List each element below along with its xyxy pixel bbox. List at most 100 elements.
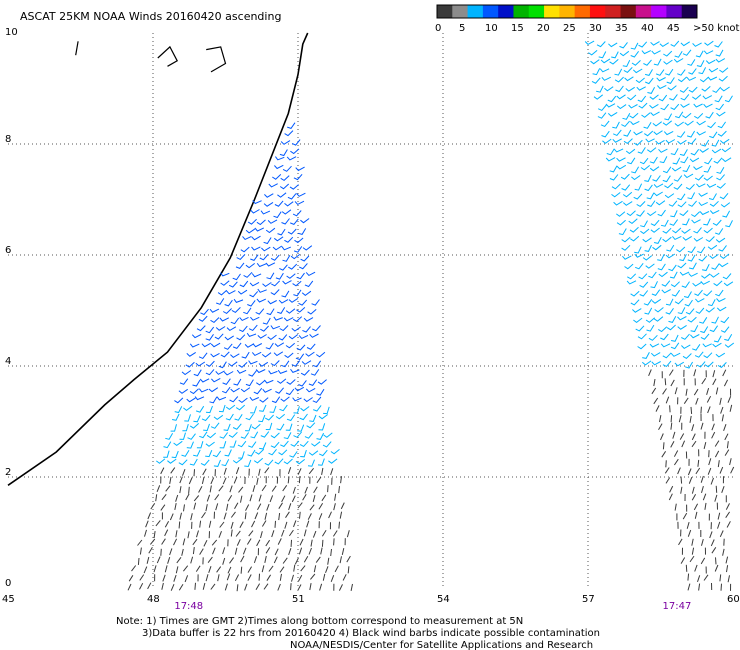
wind-barb: [648, 334, 658, 341]
wind-barb: [254, 227, 265, 232]
wind-barb: [635, 262, 644, 270]
wind-barb: [687, 138, 697, 145]
wind-barb: [707, 467, 712, 475]
wind-barb: [189, 388, 199, 395]
wind-barb: [698, 201, 708, 207]
y-tick-label: 2: [5, 467, 11, 478]
wind-barb: [664, 182, 674, 189]
wind-barb: [305, 387, 316, 393]
wind-barb: [644, 244, 652, 252]
wind-barb: [182, 423, 189, 432]
wind-barb: [304, 280, 314, 288]
wind-barb: [181, 370, 192, 376]
wind-barb: [305, 351, 315, 357]
wind-barb: [593, 94, 604, 100]
wind-barb: [649, 343, 660, 348]
wind-barb: [297, 502, 303, 509]
wind-barb: [307, 309, 317, 315]
wind-barb: [606, 148, 615, 156]
wind-barb: [621, 236, 631, 243]
wind-barb: [164, 520, 170, 528]
wind-barb: [215, 326, 226, 331]
wind-barb: [238, 486, 244, 493]
wind-barb: [679, 271, 690, 276]
wind-barb: [676, 246, 686, 253]
wind-barb: [672, 157, 681, 165]
wind-barb: [630, 51, 640, 58]
wind-barb: [717, 521, 721, 529]
wind-barb: [674, 387, 678, 395]
wind-barb: [718, 262, 729, 268]
wind-barb: [690, 334, 700, 339]
wind-barb: [695, 298, 705, 303]
wind-barb: [208, 387, 219, 393]
wind-barb: [715, 49, 724, 57]
wind-barb: [689, 157, 700, 163]
wind-barb: [710, 272, 720, 278]
wind-barb: [707, 299, 716, 307]
wind-barb: [657, 209, 666, 217]
wind-barb: [290, 254, 301, 260]
wind-barb: [720, 326, 730, 333]
wind-barb: [608, 42, 618, 48]
wind-barb: [680, 486, 683, 494]
wind-barb: [279, 264, 288, 271]
wind-barb: [711, 139, 720, 147]
wind-barb: [639, 281, 649, 288]
wind-barb: [721, 147, 732, 153]
wind-barb: [726, 441, 729, 449]
wind-barb: [230, 529, 233, 537]
wind-barb: [722, 548, 725, 556]
wind-barb: [622, 112, 631, 120]
wind-barb: [206, 432, 217, 439]
axis-ticks: 45 48 51 54 57 60 0 2 4 6 8 10: [2, 27, 740, 605]
wind-barb: [328, 458, 338, 464]
wind-barb: [634, 253, 644, 258]
wind-barb: [627, 157, 636, 165]
wind-barb: [265, 262, 276, 267]
wind-barb: [248, 324, 258, 332]
wind-barb: [707, 121, 716, 129]
wind-barb: [247, 449, 256, 457]
wind-barb: [244, 459, 252, 468]
wind-barb: [682, 353, 692, 360]
wind-barb: [237, 440, 247, 448]
wind-barb: [332, 530, 338, 537]
wind-barb: [219, 317, 230, 322]
wind-barb: [626, 280, 637, 285]
wind-barb: [637, 147, 646, 154]
wind-barb: [186, 397, 196, 403]
wind-barb: [195, 405, 205, 413]
wind-barb: [691, 211, 701, 218]
wind-barb: [633, 131, 643, 136]
wind-barb: [214, 494, 220, 501]
wind-barb: [642, 255, 653, 261]
wind-barb: [300, 449, 307, 458]
wind-barb: [236, 369, 247, 374]
wind-barb: [682, 235, 692, 241]
wind-barb: [622, 59, 631, 68]
wind-barb: [644, 307, 653, 315]
wind-barb: [693, 103, 703, 108]
wind-barb: [340, 476, 342, 484]
wind-barb: [268, 183, 278, 188]
wind-barb: [208, 520, 212, 528]
wind-barb: [622, 201, 633, 206]
wind-barb: [318, 503, 324, 510]
wind-barb: [275, 156, 285, 161]
wind-barb: [665, 460, 667, 468]
island-outline: [206, 46, 227, 73]
wind-barb: [290, 440, 300, 447]
wind-barb: [653, 58, 662, 66]
wind-barb: [293, 564, 296, 572]
wind-barb: [230, 387, 240, 393]
wind-barb: [274, 342, 285, 348]
wind-barb: [282, 280, 292, 285]
wind-barb: [631, 166, 640, 174]
wind-barb: [691, 538, 694, 546]
wind-barb: [270, 289, 280, 296]
wind-barb: [258, 468, 261, 476]
wind-barb: [178, 521, 181, 529]
wind-barb: [283, 317, 294, 322]
wind-barb: [243, 271, 253, 278]
